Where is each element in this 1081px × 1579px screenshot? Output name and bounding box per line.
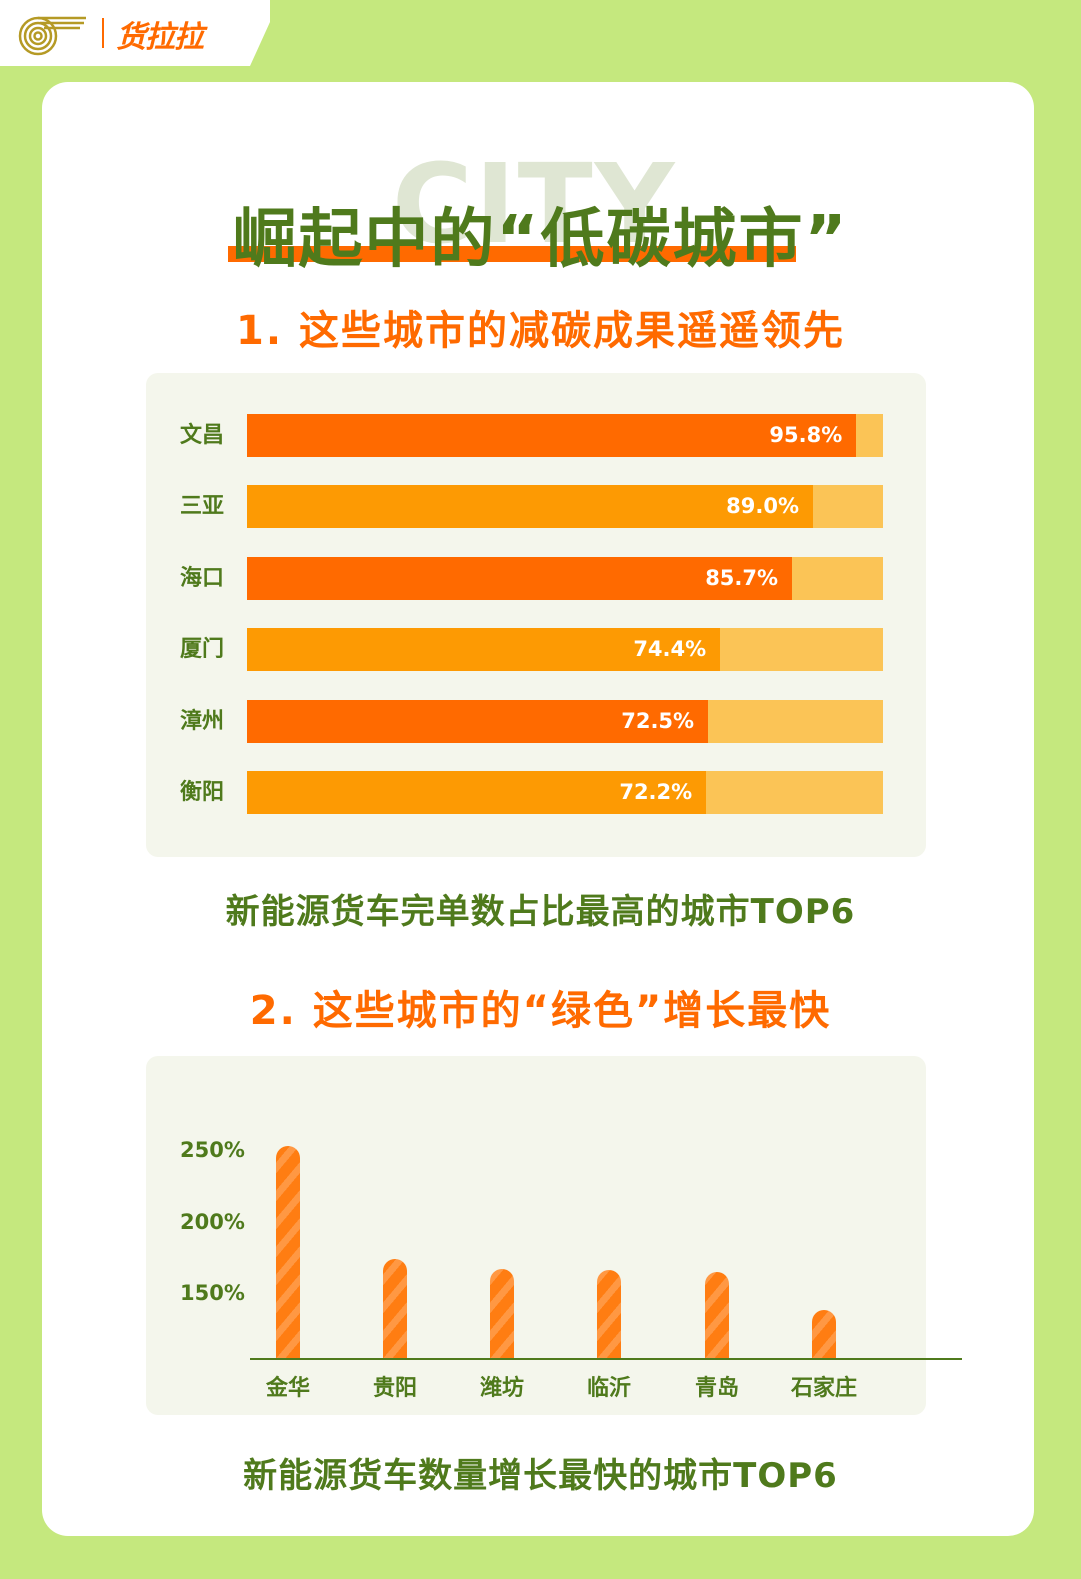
swirl-logo-icon [18, 16, 86, 56]
hbar-city-label: 衡阳 [180, 780, 225, 805]
hbar-row: 海口 85.7% [146, 556, 926, 600]
x-axis-city-label: 贵阳 [372, 1376, 417, 1401]
vbar [383, 1258, 407, 1358]
hbar-row: 三亚 89.0% [146, 485, 926, 529]
vbar [812, 1310, 836, 1358]
y-axis-tick: 250% [180, 1138, 245, 1162]
y-axis-tick: 150% [180, 1281, 245, 1305]
hbar-value-label: 74.4% [633, 637, 707, 662]
hbar-fill: 85.7% [247, 556, 793, 600]
hbar-fill: 72.2% [247, 771, 707, 814]
x-axis-city-label: 临沂 [586, 1376, 631, 1401]
hbar-fill: 72.5% [247, 699, 709, 743]
title-underline [228, 246, 796, 262]
hbar-row: 漳州 72.5% [146, 699, 926, 743]
brand-header: 货拉拉 [0, 0, 270, 66]
hbar-value-label: 72.5% [621, 708, 695, 733]
section2-caption: 新能源货车数量增长最快的城市TOP6 [243, 1456, 838, 1496]
hbar-city-label: 三亚 [180, 494, 225, 520]
hbar-track: 72.5% [247, 699, 883, 743]
hbar-track: 72.2% [247, 771, 883, 814]
hbar-fill: 89.0% [247, 485, 814, 529]
hbar-row: 文昌 95.8% [146, 414, 926, 457]
hbar-row: 厦门 74.4% [146, 628, 926, 672]
hbar-city-label: 厦门 [180, 637, 225, 663]
hbar-value-label: 85.7% [705, 565, 779, 590]
vbar-chart-panel: 250% 200% 150% 金华 贵阳 潍坊 临沂 青岛 石家庄 [146, 1056, 962, 1415]
vbar [490, 1268, 514, 1358]
hbar-track: 85.7% [247, 556, 883, 600]
brand-name: 货拉拉 [116, 20, 204, 55]
section1-caption: 新能源货车完单数占比最高的城市TOP6 [225, 892, 856, 932]
hbar-city-label: 海口 [180, 565, 225, 591]
hbar-chart-panel: 文昌 95.8% 三亚 89.0% 海口 85.7% 厦门 74.4% 漳州 72.5% 衡阳 72.… [146, 373, 926, 857]
hbar-fill: 95.8% [247, 414, 857, 457]
hbar-value-label: 72.2% [619, 780, 693, 804]
x-axis-city-label: 石家庄 [790, 1376, 857, 1401]
section2-title: 2. 这些城市的“绿色”增长最快 [249, 988, 832, 1034]
x-axis-city-label: 青岛 [694, 1376, 739, 1401]
hbar-value-label: 95.8% [769, 423, 843, 447]
hbar-track: 95.8% [247, 414, 883, 457]
vbar [705, 1271, 729, 1358]
hbar-city-label: 漳州 [180, 708, 225, 734]
x-axis-city-label: 潍坊 [479, 1376, 524, 1401]
vbar [276, 1145, 300, 1358]
page-title: 崛起中的“低碳城市” [232, 203, 849, 277]
hbar-city-label: 文昌 [180, 423, 225, 448]
x-axis-city-label: 金华 [265, 1376, 310, 1401]
hbar-track: 89.0% [247, 485, 883, 529]
y-axis-tick: 200% [180, 1209, 245, 1234]
hbar-row: 衡阳 72.2% [146, 771, 926, 814]
x-axis-baseline [250, 1358, 962, 1360]
hbar-fill: 74.4% [247, 628, 721, 672]
hbar-value-label: 89.0% [726, 494, 800, 519]
section1-title: 1. 这些城市的减碳成果遥遥领先 [236, 308, 845, 354]
hbar-track: 74.4% [247, 628, 883, 672]
vbar [597, 1270, 621, 1358]
logo-divider [102, 18, 104, 48]
